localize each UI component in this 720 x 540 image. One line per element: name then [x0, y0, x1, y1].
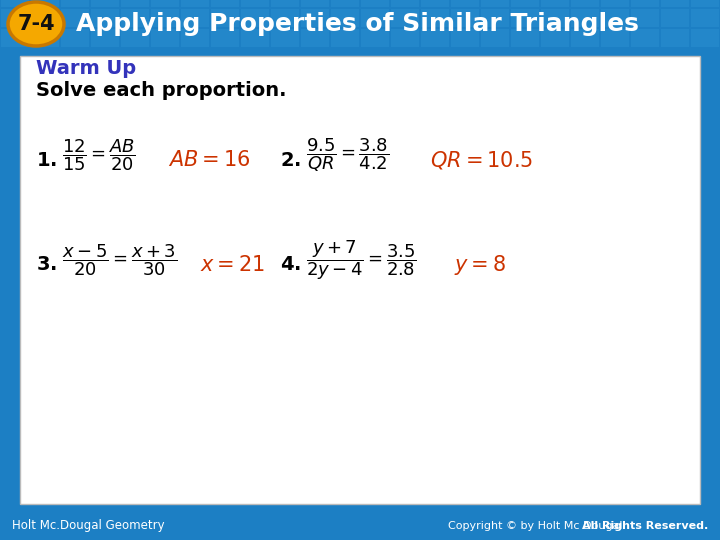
- FancyBboxPatch shape: [541, 29, 569, 47]
- Text: $\dfrac{y+7}{2y-4}=\dfrac{3.5}{2.8}$: $\dfrac{y+7}{2y-4}=\dfrac{3.5}{2.8}$: [306, 238, 417, 282]
- FancyBboxPatch shape: [301, 0, 329, 7]
- FancyBboxPatch shape: [571, 0, 599, 7]
- FancyBboxPatch shape: [211, 29, 239, 47]
- FancyBboxPatch shape: [271, 29, 299, 47]
- Text: $\mathbf{3.}$: $\mathbf{3.}$: [36, 255, 57, 274]
- FancyBboxPatch shape: [91, 29, 119, 47]
- Text: $\mathbf{1.}$: $\mathbf{1.}$: [36, 151, 57, 170]
- Text: $\mathit{x} = 21$: $\mathit{x} = 21$: [200, 255, 265, 275]
- FancyBboxPatch shape: [571, 9, 599, 27]
- FancyBboxPatch shape: [601, 0, 629, 7]
- FancyBboxPatch shape: [181, 29, 209, 47]
- FancyBboxPatch shape: [301, 9, 329, 27]
- FancyBboxPatch shape: [181, 9, 209, 27]
- FancyBboxPatch shape: [271, 9, 299, 27]
- FancyBboxPatch shape: [421, 29, 449, 47]
- FancyBboxPatch shape: [511, 29, 539, 47]
- FancyBboxPatch shape: [481, 9, 509, 27]
- FancyBboxPatch shape: [571, 29, 599, 47]
- FancyBboxPatch shape: [691, 9, 719, 27]
- FancyBboxPatch shape: [241, 0, 269, 7]
- FancyBboxPatch shape: [241, 9, 269, 27]
- FancyBboxPatch shape: [331, 9, 359, 27]
- Text: $\mathbf{2.}$: $\mathbf{2.}$: [280, 151, 301, 170]
- Text: $\mathit{y} = 8$: $\mathit{y} = 8$: [454, 253, 506, 277]
- Text: All Rights Reserved.: All Rights Reserved.: [582, 521, 708, 531]
- FancyBboxPatch shape: [151, 0, 179, 7]
- FancyBboxPatch shape: [691, 0, 719, 7]
- FancyBboxPatch shape: [631, 9, 659, 27]
- FancyBboxPatch shape: [511, 0, 539, 7]
- Text: 7-4: 7-4: [17, 14, 55, 34]
- FancyBboxPatch shape: [241, 29, 269, 47]
- FancyBboxPatch shape: [361, 29, 389, 47]
- Text: Warm Up: Warm Up: [36, 59, 136, 78]
- FancyBboxPatch shape: [331, 29, 359, 47]
- FancyBboxPatch shape: [631, 29, 659, 47]
- FancyBboxPatch shape: [61, 29, 89, 47]
- FancyBboxPatch shape: [481, 29, 509, 47]
- FancyBboxPatch shape: [541, 9, 569, 27]
- Text: $\dfrac{9.5}{QR}=\dfrac{3.8}{4.2}$: $\dfrac{9.5}{QR}=\dfrac{3.8}{4.2}$: [306, 136, 389, 174]
- FancyBboxPatch shape: [331, 0, 359, 7]
- FancyBboxPatch shape: [691, 29, 719, 47]
- FancyBboxPatch shape: [151, 9, 179, 27]
- FancyBboxPatch shape: [661, 0, 689, 7]
- FancyBboxPatch shape: [1, 29, 29, 47]
- FancyBboxPatch shape: [391, 0, 419, 7]
- FancyBboxPatch shape: [181, 0, 209, 7]
- FancyBboxPatch shape: [661, 29, 689, 47]
- FancyBboxPatch shape: [0, 0, 720, 48]
- FancyBboxPatch shape: [421, 0, 449, 7]
- FancyBboxPatch shape: [391, 9, 419, 27]
- FancyBboxPatch shape: [631, 0, 659, 7]
- FancyBboxPatch shape: [211, 0, 239, 7]
- FancyBboxPatch shape: [511, 9, 539, 27]
- FancyBboxPatch shape: [61, 9, 89, 27]
- FancyBboxPatch shape: [31, 0, 59, 7]
- FancyBboxPatch shape: [391, 29, 419, 47]
- FancyBboxPatch shape: [601, 29, 629, 47]
- FancyBboxPatch shape: [151, 29, 179, 47]
- FancyBboxPatch shape: [20, 56, 700, 504]
- FancyBboxPatch shape: [211, 9, 239, 27]
- FancyBboxPatch shape: [481, 0, 509, 7]
- Text: Solve each proportion.: Solve each proportion.: [36, 81, 287, 100]
- Text: $\mathbf{4.}$: $\mathbf{4.}$: [280, 255, 301, 274]
- FancyBboxPatch shape: [271, 0, 299, 7]
- FancyBboxPatch shape: [451, 9, 479, 27]
- FancyBboxPatch shape: [91, 0, 119, 7]
- FancyBboxPatch shape: [61, 0, 89, 7]
- FancyBboxPatch shape: [31, 29, 59, 47]
- FancyBboxPatch shape: [121, 29, 149, 47]
- Text: $\dfrac{12}{15}=\dfrac{AB}{20}$: $\dfrac{12}{15}=\dfrac{AB}{20}$: [62, 137, 136, 173]
- FancyBboxPatch shape: [121, 0, 149, 7]
- FancyBboxPatch shape: [1, 0, 29, 7]
- FancyBboxPatch shape: [301, 29, 329, 47]
- FancyBboxPatch shape: [31, 9, 59, 27]
- FancyBboxPatch shape: [451, 0, 479, 7]
- FancyBboxPatch shape: [601, 9, 629, 27]
- FancyBboxPatch shape: [361, 0, 389, 7]
- FancyBboxPatch shape: [1, 9, 29, 27]
- FancyBboxPatch shape: [121, 9, 149, 27]
- Text: $\dfrac{x-5}{20}=\dfrac{x+3}{30}$: $\dfrac{x-5}{20}=\dfrac{x+3}{30}$: [62, 242, 177, 278]
- FancyBboxPatch shape: [451, 29, 479, 47]
- Text: Holt Mc.Dougal Geometry: Holt Mc.Dougal Geometry: [12, 519, 165, 532]
- FancyBboxPatch shape: [0, 512, 720, 540]
- Text: $\mathit{QR} = 10.5$: $\mathit{QR} = 10.5$: [430, 149, 533, 171]
- Text: $\mathit{AB} = 16$: $\mathit{AB} = 16$: [168, 150, 251, 170]
- Ellipse shape: [8, 2, 64, 46]
- FancyBboxPatch shape: [91, 9, 119, 27]
- Text: Applying Properties of Similar Triangles: Applying Properties of Similar Triangles: [76, 12, 639, 36]
- FancyBboxPatch shape: [361, 9, 389, 27]
- FancyBboxPatch shape: [421, 9, 449, 27]
- Text: Copyright © by Holt Mc Dougal.: Copyright © by Holt Mc Dougal.: [449, 521, 630, 531]
- FancyBboxPatch shape: [541, 0, 569, 7]
- FancyBboxPatch shape: [661, 9, 689, 27]
